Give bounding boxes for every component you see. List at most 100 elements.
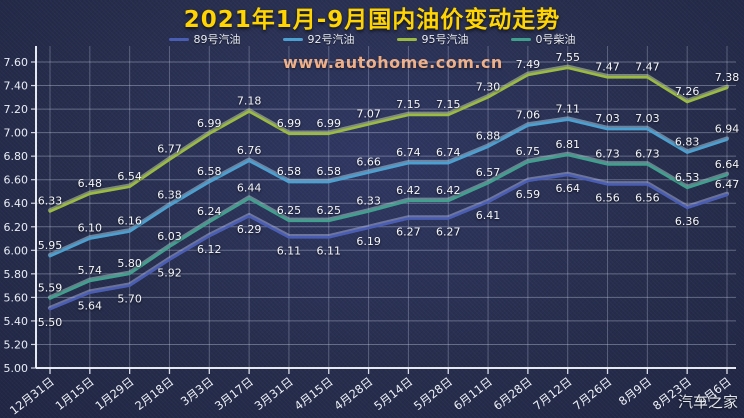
y-axis-tick-label: 6.40 (4, 197, 29, 210)
data-label: 6.19 (356, 235, 381, 248)
legend-swatch-icon (396, 37, 417, 41)
data-label: 7.26 (675, 85, 700, 98)
data-label: 6.11 (277, 244, 302, 257)
data-label: 6.81 (555, 138, 580, 151)
data-label: 6.27 (396, 226, 421, 239)
data-label: 7.47 (595, 60, 620, 73)
y-axis-tick-label: 7.20 (4, 103, 29, 116)
x-axis-tick-label: 12月31日 (7, 374, 57, 417)
data-label: 7.07 (356, 107, 381, 120)
data-label: 6.25 (317, 204, 342, 217)
x-axis-tick-label: 7月12日 (531, 374, 575, 413)
y-axis-tick-label: 7.40 (4, 80, 29, 93)
legend-label: 95号汽油 (421, 33, 469, 46)
x-axis-tick-label: 4月15日 (292, 374, 336, 413)
x-axis-tick-label: 5月28日 (411, 374, 455, 413)
data-label: 6.76 (237, 144, 262, 157)
data-label: 6.99 (317, 117, 342, 130)
x-axis-tick-label: 7月26日 (570, 374, 614, 413)
data-label: 6.83 (675, 136, 700, 149)
data-label: 6.53 (675, 171, 700, 184)
data-label: 6.56 (635, 191, 660, 204)
x-axis-tick-label: 1月29日 (92, 374, 136, 413)
data-label: 7.15 (436, 98, 461, 111)
data-label: 7.38 (715, 71, 740, 84)
y-axis-tick-label: 5.60 (4, 291, 29, 304)
data-label: 7.11 (555, 103, 580, 116)
data-label: 7.06 (516, 109, 541, 122)
x-axis-tick-label: 6月28日 (491, 374, 535, 413)
x-axis-tick-label: 4月28日 (331, 374, 375, 413)
legend-swatch-icon (168, 37, 189, 41)
data-label: 6.59 (516, 188, 541, 201)
data-label: 7.55 (555, 51, 580, 64)
data-label: 7.18 (237, 94, 262, 107)
data-label: 7.49 (516, 58, 541, 71)
brand-label: 汽车之家 (677, 393, 738, 411)
data-label: 6.64 (555, 182, 580, 195)
legend-item-1[interactable]: 92号汽油 (282, 31, 355, 47)
chart-title: 2021年1月-9月国内油价变动走势 (183, 7, 561, 33)
legend-item-2[interactable]: 95号汽油 (396, 31, 469, 47)
data-label: 7.30 (476, 80, 501, 93)
legend-label: 0号柴油 (535, 33, 576, 46)
data-label: 5.80 (117, 257, 142, 270)
data-label: 6.74 (436, 146, 461, 159)
data-label: 6.73 (595, 147, 620, 160)
series-line-1 (48, 118, 729, 258)
series-line-0 (48, 173, 729, 311)
x-axis-tick-label: 8月9日 (616, 374, 654, 408)
data-label: 6.42 (396, 184, 421, 197)
y-axis-tick-label: 7.60 (4, 56, 29, 69)
y-axis-tick-label: 5.00 (4, 362, 29, 375)
data-label: 6.99 (197, 117, 222, 130)
y-axis-tick-label: 5.40 (4, 315, 29, 328)
y-axis-tick-label: 6.20 (4, 221, 29, 234)
data-label: 6.47 (715, 178, 740, 191)
data-label: 5.74 (78, 264, 103, 277)
data-label: 6.57 (476, 166, 501, 179)
legend-swatch-icon (510, 37, 531, 41)
data-label: 6.29 (237, 223, 262, 236)
data-label: 5.50 (38, 316, 63, 329)
y-axis-tick-label: 6.60 (4, 174, 29, 187)
data-label: 6.77 (157, 143, 182, 156)
series-line-3 (48, 153, 729, 300)
x-axis-tick-label: 2月18日 (132, 374, 176, 413)
data-label: 6.12 (197, 243, 222, 256)
data-label: 7.15 (396, 98, 421, 111)
data-label: 6.36 (675, 215, 700, 228)
series-line-highlight-0 (47, 171, 730, 311)
x-axis-tick-label: 5月14日 (371, 374, 415, 413)
x-axis-tick-label: 3月31日 (252, 374, 296, 413)
data-label: 6.75 (516, 145, 541, 158)
legend-swatch-icon (282, 37, 303, 41)
data-label: 6.38 (157, 189, 182, 202)
y-axis-tick-label: 7.00 (4, 127, 29, 140)
x-axis-tick-label: 3月3日 (178, 374, 216, 408)
series-line-highlight-3 (47, 151, 730, 300)
data-label: 6.33 (356, 194, 381, 207)
y-axis-tick-label: 5.80 (4, 268, 29, 281)
legend-item-0[interactable]: 89号汽油 (168, 31, 241, 47)
legend-item-3[interactable]: 0号柴油 (510, 31, 576, 47)
data-label: 5.59 (38, 282, 63, 295)
series-line-2 (48, 66, 729, 213)
data-label: 6.33 (38, 194, 63, 207)
data-label: 6.58 (277, 165, 302, 178)
data-label: 6.03 (157, 230, 182, 243)
data-label: 5.92 (157, 267, 182, 280)
data-label: 6.66 (356, 156, 381, 169)
data-label: 6.58 (317, 165, 342, 178)
data-label: 6.44 (237, 182, 262, 195)
data-label: 7.47 (635, 60, 660, 73)
data-label: 6.25 (277, 204, 302, 217)
data-label: 6.27 (436, 226, 461, 239)
data-label: 6.24 (197, 205, 222, 218)
data-label: 5.70 (117, 293, 142, 306)
data-label: 6.56 (595, 191, 620, 204)
series-line-highlight-2 (47, 64, 730, 213)
x-axis-tick-label: 1月15日 (53, 374, 97, 413)
